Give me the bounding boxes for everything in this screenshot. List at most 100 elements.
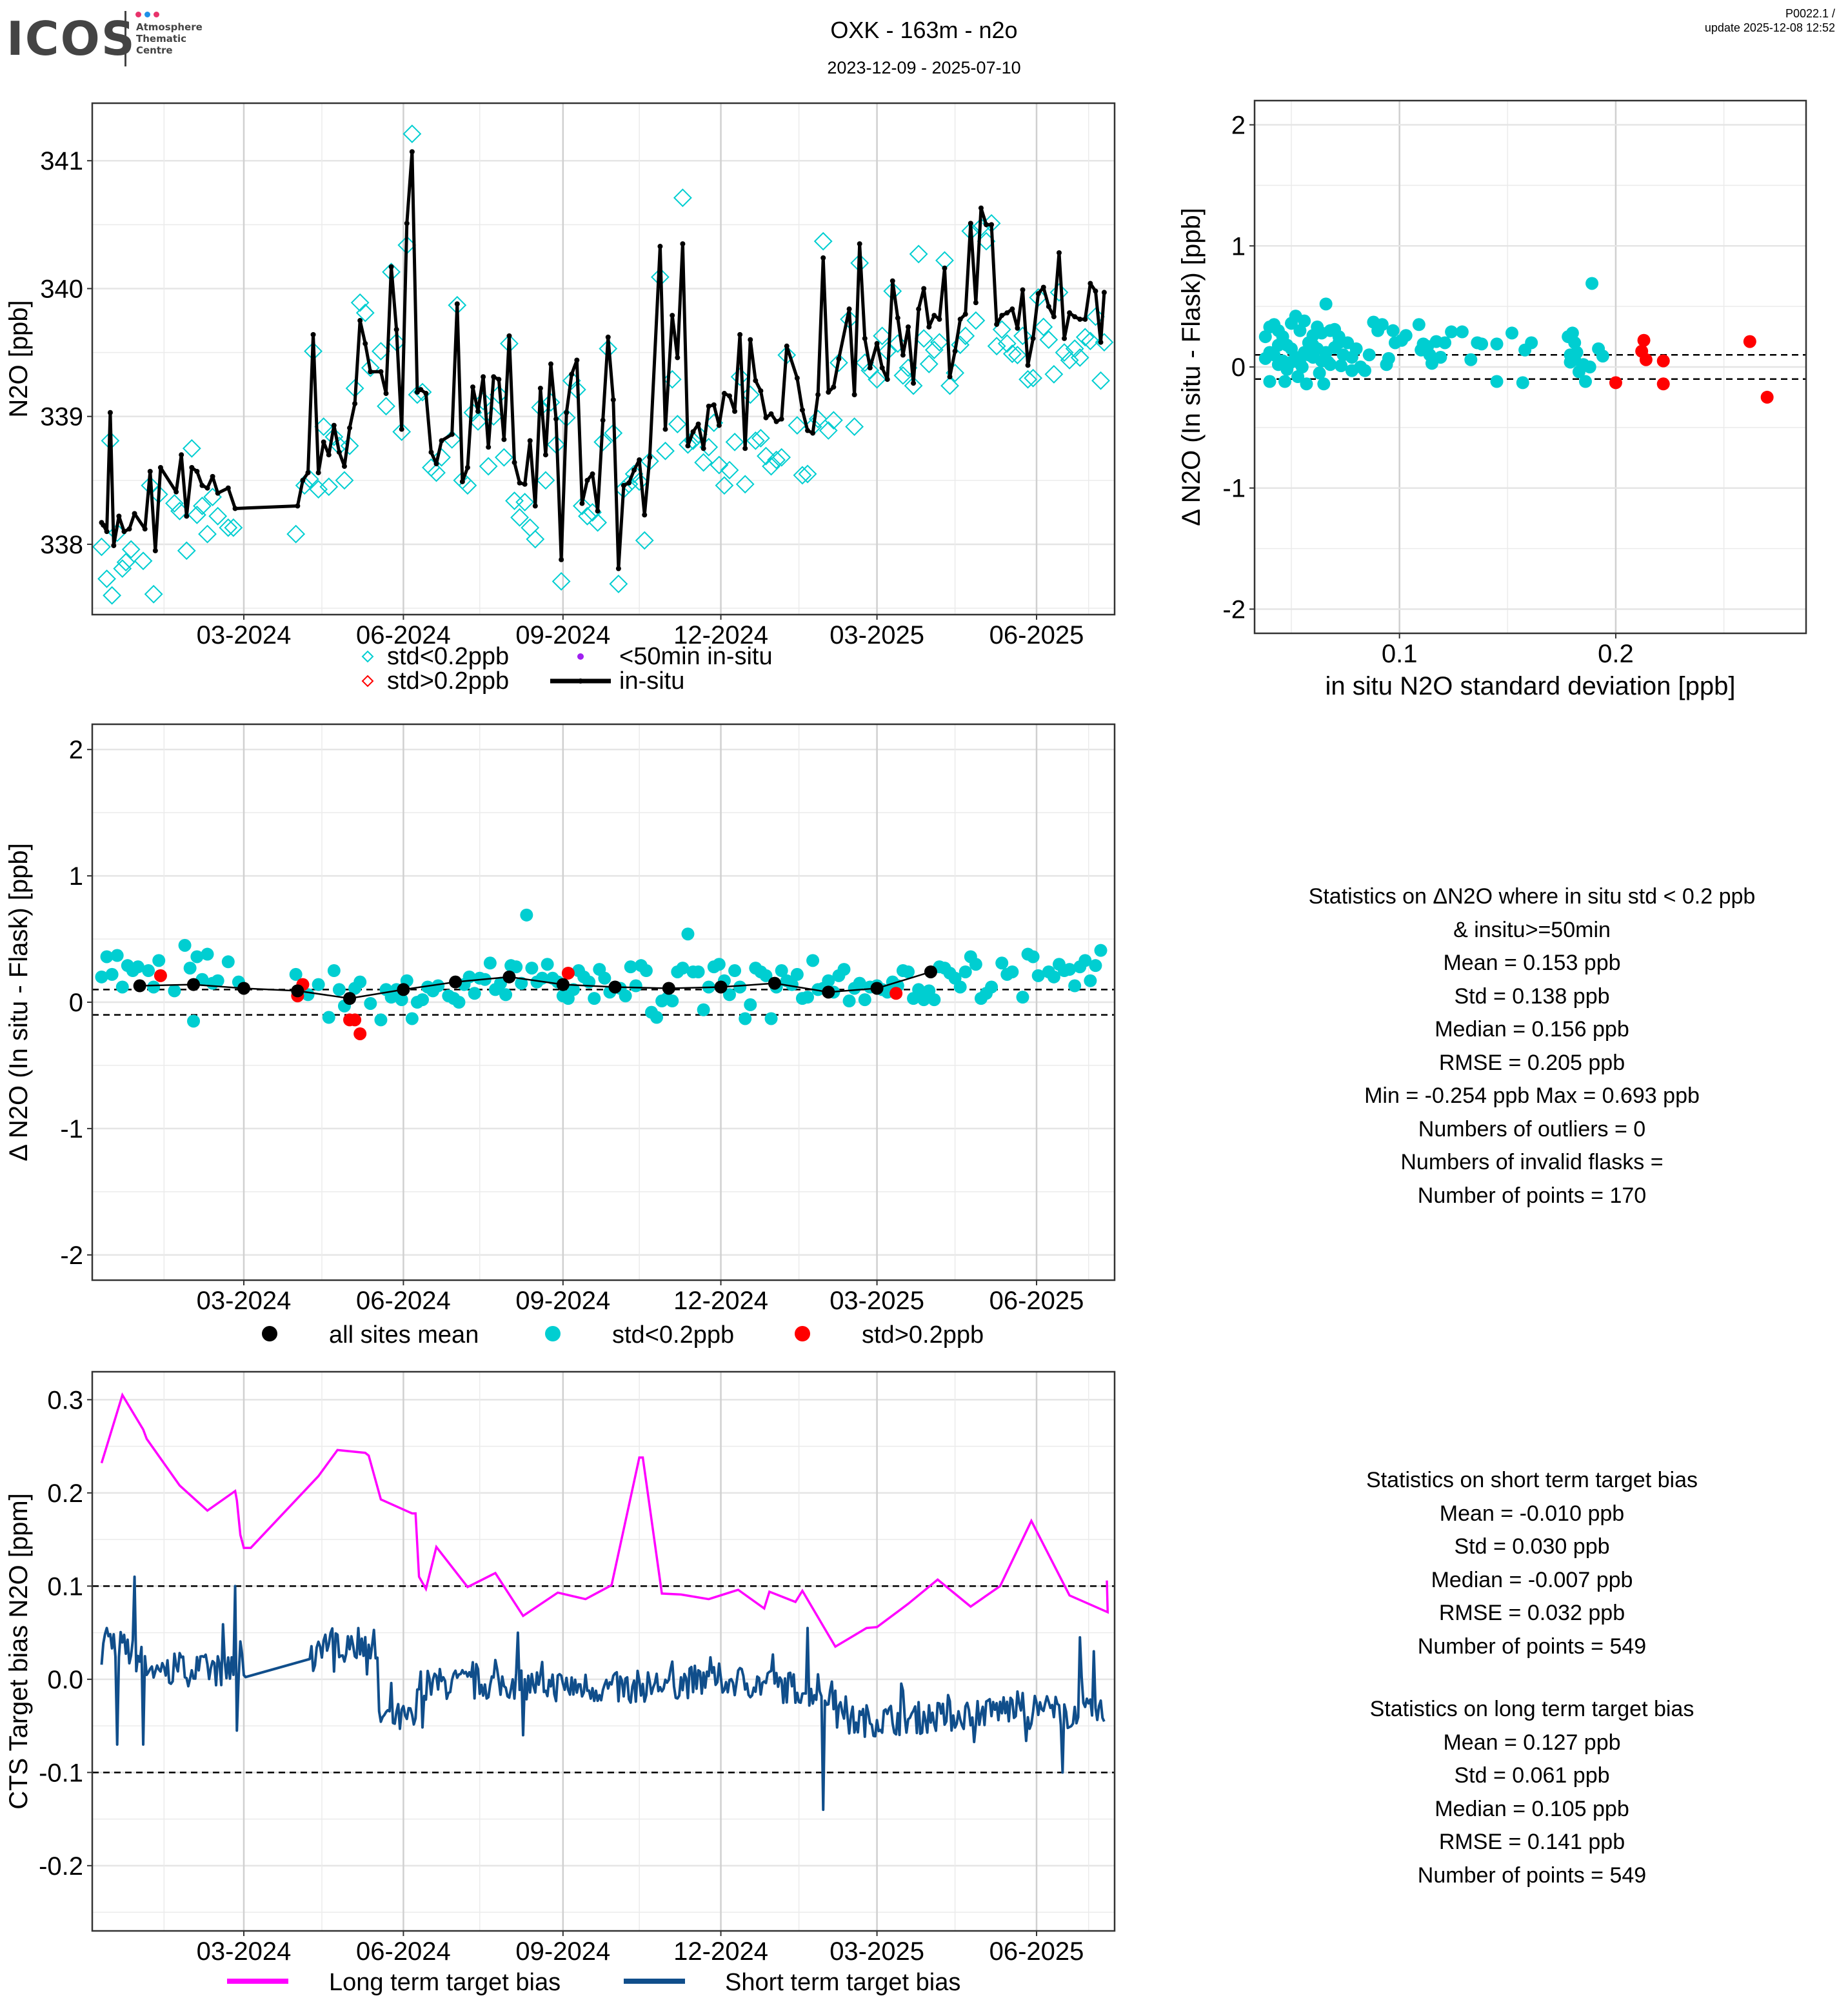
insitu-point bbox=[621, 482, 626, 488]
insitu-point bbox=[126, 526, 132, 532]
insitu-point bbox=[559, 557, 564, 562]
data-point-diamond bbox=[694, 453, 713, 472]
icos-logo: ICOS bbox=[6, 12, 136, 66]
data-point-diamond bbox=[997, 334, 1017, 353]
flask-point-cyan bbox=[115, 980, 129, 994]
data-point-diamond bbox=[1080, 331, 1100, 351]
flask-point-cyan bbox=[598, 971, 611, 985]
flask-point-cyan bbox=[190, 950, 204, 964]
y-tick-label: -0.2 bbox=[39, 1852, 83, 1881]
x-tick-label: 03-2025 bbox=[830, 1287, 924, 1315]
insitu-point bbox=[347, 425, 353, 431]
data-point-diamond bbox=[92, 537, 111, 557]
insitu-point bbox=[685, 443, 691, 449]
flask-point-cyan bbox=[785, 978, 799, 991]
insitu-point bbox=[820, 255, 826, 261]
flask-point-cyan bbox=[697, 1003, 710, 1016]
stat-line: Number of points = 549 bbox=[1417, 1863, 1647, 1888]
insitu-point bbox=[215, 490, 221, 496]
insitu-point bbox=[454, 301, 460, 307]
data-point-diamond bbox=[526, 529, 545, 549]
date-range: 2023-12-09 - 2025-07-10 bbox=[827, 58, 1021, 77]
insitu-point bbox=[527, 438, 533, 444]
flask-point-cyan bbox=[131, 960, 144, 974]
data-point-diamond bbox=[772, 448, 791, 467]
scatter-point bbox=[1298, 314, 1311, 328]
data-point-diamond bbox=[116, 553, 135, 572]
stat-line: Statistics on short term target bias bbox=[1366, 1468, 1698, 1492]
logo-divider bbox=[124, 11, 126, 66]
all-sites-mean-point bbox=[291, 984, 304, 998]
data-point-diamond bbox=[1018, 370, 1037, 389]
data-point-diamond bbox=[541, 393, 561, 412]
flask-point-cyan bbox=[483, 956, 497, 970]
scatter-point bbox=[1386, 324, 1400, 337]
data-point-diamond bbox=[951, 335, 970, 355]
insitu-point bbox=[600, 417, 606, 423]
insitu-point bbox=[862, 335, 868, 341]
insitu-point bbox=[142, 526, 148, 532]
flask-point-cyan bbox=[733, 980, 747, 994]
x-tick-label: 12-2024 bbox=[673, 1287, 768, 1315]
data-point-diamond bbox=[208, 506, 228, 526]
data-point-diamond bbox=[427, 463, 446, 482]
y-tick-label: -1 bbox=[1222, 475, 1246, 503]
flask-point-cyan bbox=[312, 978, 325, 991]
data-point-diamond bbox=[165, 494, 184, 513]
page-title: OXK - 163m - n2o bbox=[830, 17, 1018, 43]
insitu-point bbox=[179, 452, 184, 458]
data-point-diamond bbox=[392, 422, 412, 441]
flask-point-cyan bbox=[650, 1011, 664, 1024]
insitu-point bbox=[726, 393, 732, 399]
flask-point-cyan bbox=[110, 949, 124, 962]
x-tick-label: 12-2024 bbox=[673, 1937, 768, 1966]
all-sites-mean-point bbox=[870, 982, 884, 995]
scatter-point bbox=[1637, 333, 1651, 347]
data-point-diamond bbox=[730, 367, 750, 386]
all-sites-mean-point bbox=[343, 992, 357, 1005]
insitu-point bbox=[569, 371, 575, 377]
insitu-point bbox=[595, 508, 601, 514]
data-point-diamond bbox=[588, 513, 608, 532]
all-sites-mean-point bbox=[924, 965, 937, 978]
flask-point-cyan bbox=[995, 956, 1009, 970]
all-sites-mean-point bbox=[187, 978, 201, 991]
insitu-point bbox=[937, 317, 942, 322]
x-axis-label: in situ N2O standard deviation [ppb] bbox=[1326, 672, 1736, 700]
scatter-point bbox=[1760, 390, 1774, 404]
y-tick-label: 2 bbox=[1231, 112, 1246, 140]
insitu-point bbox=[321, 439, 326, 445]
data-point-diamond bbox=[144, 584, 163, 604]
data-point-diamond bbox=[1013, 326, 1032, 346]
data-point-diamond bbox=[121, 540, 141, 559]
data-point-diamond bbox=[177, 541, 196, 560]
insitu-point bbox=[418, 387, 424, 393]
scatter-point bbox=[1362, 348, 1376, 362]
scatter-point bbox=[1358, 364, 1371, 377]
data-point-diamond bbox=[735, 475, 755, 494]
stat-line: Mean = 0.153 ppb bbox=[1443, 951, 1621, 975]
data-point-diamond bbox=[929, 333, 949, 352]
all-sites-mean-point bbox=[714, 980, 728, 994]
scatter-point bbox=[1525, 336, 1538, 350]
insitu-point bbox=[810, 430, 816, 436]
flask-point-cyan bbox=[541, 958, 554, 971]
scatter-point bbox=[1322, 355, 1335, 369]
insitu-point bbox=[512, 460, 517, 466]
flask-point-cyan bbox=[639, 964, 653, 978]
scatter-point bbox=[1568, 353, 1582, 366]
insitu-point bbox=[383, 391, 389, 397]
data-point-diamond bbox=[1044, 364, 1064, 384]
flask-point-cyan bbox=[201, 947, 214, 961]
insitu-point bbox=[352, 400, 358, 406]
insitu-point bbox=[999, 313, 1005, 319]
insitu-point bbox=[900, 352, 906, 358]
data-point-diamond bbox=[868, 370, 887, 389]
data-point-diamond bbox=[720, 460, 739, 480]
scatter-point bbox=[1579, 375, 1592, 388]
data-point-diamond bbox=[402, 124, 422, 143]
target-bg bbox=[92, 1372, 1115, 1931]
logo-dot bbox=[154, 12, 159, 17]
x-tick-label: 06-2025 bbox=[989, 1287, 1084, 1315]
data-point-diamond bbox=[494, 448, 513, 467]
